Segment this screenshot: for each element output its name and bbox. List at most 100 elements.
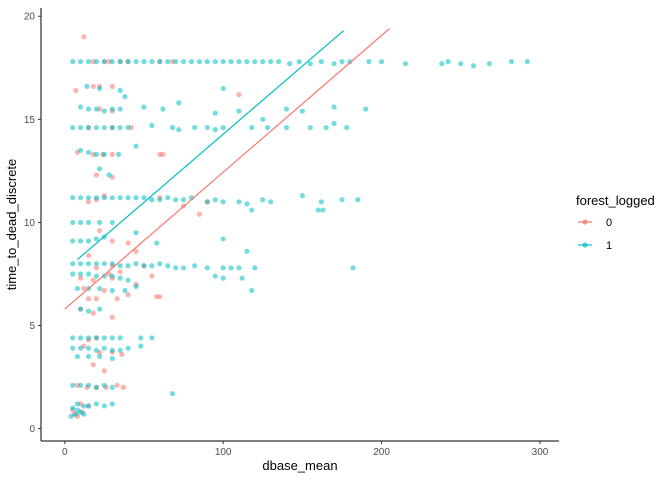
y-axis-title: time_to_dead_discrete bbox=[4, 159, 19, 291]
data-point-forest-logged-1 bbox=[165, 59, 171, 65]
data-point-forest-logged-1 bbox=[268, 199, 274, 205]
y-tick-label: 0 bbox=[29, 424, 35, 435]
data-point-forest-logged-1 bbox=[133, 261, 139, 267]
data-point-forest-logged-1 bbox=[212, 110, 218, 116]
data-point-forest-logged-0 bbox=[97, 228, 103, 234]
data-point-forest-logged-1 bbox=[97, 353, 103, 360]
data-point-forest-logged-1 bbox=[244, 59, 250, 65]
data-point-forest-logged-1 bbox=[347, 59, 353, 65]
data-point-forest-logged-1 bbox=[70, 238, 76, 244]
data-point-forest-logged-1 bbox=[81, 411, 87, 417]
data-point-forest-logged-1 bbox=[117, 87, 123, 94]
data-point-forest-logged-0 bbox=[81, 285, 87, 292]
data-point-forest-logged-1 bbox=[192, 263, 198, 269]
legend-key-point bbox=[582, 242, 588, 248]
data-point-forest-logged-1 bbox=[220, 85, 226, 92]
data-point-forest-logged-1 bbox=[149, 197, 155, 203]
data-point-forest-logged-1 bbox=[125, 124, 131, 131]
data-point-forest-logged-1 bbox=[109, 401, 115, 407]
data-point-forest-logged-1 bbox=[85, 106, 92, 112]
data-point-forest-logged-1 bbox=[116, 151, 122, 157]
legend-items: 01 bbox=[578, 217, 612, 252]
data-point-forest-logged-0 bbox=[93, 296, 100, 302]
data-point-forest-logged-1 bbox=[260, 59, 266, 65]
data-point-forest-logged-0 bbox=[109, 151, 115, 157]
data-point-forest-logged-1 bbox=[318, 59, 324, 65]
data-point-forest-logged-1 bbox=[320, 207, 326, 213]
data-point-forest-logged-1 bbox=[125, 277, 131, 283]
data-point-forest-logged-1 bbox=[78, 59, 84, 65]
data-point-forest-logged-0 bbox=[196, 211, 203, 217]
data-point-forest-logged-0 bbox=[78, 275, 84, 281]
data-point-forest-logged-1 bbox=[402, 61, 408, 67]
data-point-forest-logged-1 bbox=[169, 390, 176, 397]
data-point-forest-logged-1 bbox=[318, 199, 324, 205]
data-point-forest-logged-1 bbox=[149, 263, 155, 269]
data-point-forest-logged-1 bbox=[236, 59, 242, 65]
data-point-forest-logged-0 bbox=[90, 277, 96, 283]
data-point-forest-logged-1 bbox=[204, 199, 210, 205]
data-point-forest-logged-1 bbox=[173, 265, 179, 271]
data-point-forest-logged-1 bbox=[85, 403, 92, 409]
data-point-forest-logged-1 bbox=[176, 127, 182, 133]
data-point-forest-logged-1 bbox=[97, 166, 103, 172]
data-point-forest-logged-0 bbox=[93, 265, 100, 271]
data-point-forest-logged-1 bbox=[68, 413, 74, 419]
y-tick-label: 5 bbox=[29, 321, 35, 332]
data-point-forest-logged-0 bbox=[101, 287, 107, 294]
data-point-forest-logged-1 bbox=[93, 273, 100, 279]
data-point-forest-logged-1 bbox=[78, 382, 84, 388]
data-point-forest-logged-1 bbox=[101, 345, 107, 351]
data-point-forest-logged-1 bbox=[78, 345, 84, 351]
data-point-forest-logged-1 bbox=[220, 199, 226, 205]
axes bbox=[40, 8, 559, 442]
data-point-forest-logged-1 bbox=[331, 120, 337, 127]
y-tick-label: 20 bbox=[24, 12, 36, 23]
data-point-forest-logged-0 bbox=[90, 362, 96, 368]
data-point-forest-logged-1 bbox=[264, 124, 271, 131]
data-point-forest-logged-1 bbox=[85, 59, 92, 65]
data-point-forest-logged-1 bbox=[173, 197, 179, 203]
data-point-forest-logged-1 bbox=[78, 261, 84, 267]
data-point-forest-logged-1 bbox=[149, 335, 155, 341]
data-point-forest-logged-1 bbox=[93, 236, 100, 242]
data-point-forest-logged-1 bbox=[125, 263, 131, 269]
data-point-forest-logged-0 bbox=[101, 368, 107, 374]
data-point-forest-logged-1 bbox=[486, 61, 492, 67]
data-point-forest-logged-1 bbox=[109, 195, 115, 201]
data-point-forest-logged-1 bbox=[236, 199, 242, 205]
data-point-forest-logged-1 bbox=[249, 207, 255, 213]
data-point-forest-logged-0 bbox=[109, 83, 115, 89]
data-point-forest-logged-0 bbox=[157, 294, 163, 300]
data-point-forest-logged-1 bbox=[81, 403, 87, 409]
data-point-forest-logged-1 bbox=[117, 335, 123, 341]
data-point-forest-logged-1 bbox=[350, 265, 356, 271]
data-point-forest-logged-1 bbox=[93, 261, 100, 267]
data-point-forest-logged-1 bbox=[188, 59, 195, 65]
data-point-forest-logged-1 bbox=[85, 149, 92, 155]
data-point-forest-logged-0 bbox=[90, 83, 96, 89]
data-point-forest-logged-1 bbox=[363, 106, 369, 112]
data-point-forest-logged-1 bbox=[133, 143, 139, 149]
data-point-forest-logged-1 bbox=[192, 124, 198, 131]
data-point-forest-logged-1 bbox=[70, 261, 76, 267]
data-point-forest-logged-1 bbox=[154, 240, 160, 246]
data-point-forest-logged-1 bbox=[101, 151, 107, 157]
y-tick-label: 15 bbox=[24, 115, 36, 126]
data-point-forest-logged-1 bbox=[212, 273, 218, 279]
data-point-forest-logged-1 bbox=[109, 219, 115, 226]
data-point-forest-logged-1 bbox=[78, 195, 84, 201]
x-tick-label: 0 bbox=[62, 447, 68, 458]
data-point-forest-logged-1 bbox=[165, 195, 171, 201]
data-point-forest-logged-0 bbox=[119, 351, 125, 357]
data-point-forest-logged-0 bbox=[109, 238, 115, 244]
data-point-forest-logged-1 bbox=[133, 283, 139, 289]
data-point-forest-logged-1 bbox=[366, 59, 372, 65]
y-tick-label: 10 bbox=[24, 218, 36, 229]
data-point-forest-logged-1 bbox=[97, 219, 103, 226]
data-point-forest-logged-1 bbox=[97, 85, 103, 92]
data-point-forest-logged-1 bbox=[524, 59, 530, 65]
data-point-forest-logged-1 bbox=[70, 124, 76, 131]
data-point-forest-logged-1 bbox=[283, 124, 290, 131]
